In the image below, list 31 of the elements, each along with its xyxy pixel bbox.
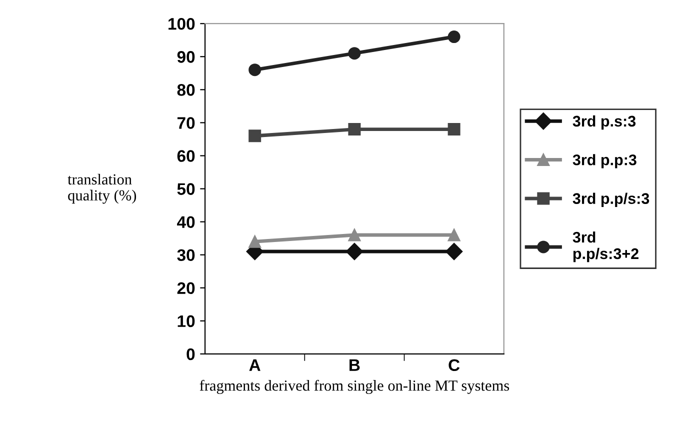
point — [348, 228, 361, 242]
y-tick-label: 10 — [178, 315, 195, 328]
y-tick-label: 100 — [168, 18, 195, 30]
y-tick-label: 0 — [186, 348, 195, 360]
point — [348, 47, 361, 60]
x-tick-label: B — [350, 359, 360, 371]
point — [446, 242, 463, 260]
point — [248, 130, 262, 142]
point — [248, 64, 262, 76]
y-tick-label: 70 — [177, 117, 195, 129]
legend-label: 3rd p.p/s:3+2 — [572, 231, 638, 262]
point — [448, 228, 460, 242]
point — [448, 30, 460, 44]
y-tick-label: 80 — [177, 84, 195, 96]
y-tick-label: 60 — [177, 150, 195, 162]
x-tick-label: A — [249, 359, 260, 371]
legend-label: 3rd p.p/s:3 — [572, 192, 650, 207]
point — [348, 123, 361, 136]
point — [346, 242, 363, 260]
y-axis-title: translation quality (%) — [68, 174, 136, 204]
y-tick-label: 50 — [177, 183, 195, 195]
point — [448, 123, 460, 136]
point — [248, 235, 262, 248]
y-tick-label: 90 — [177, 51, 195, 63]
legend-label: 3rd p.p:3 — [572, 154, 636, 168]
legend-label: 3rd p.s:3 — [572, 115, 636, 130]
y-tick-label: 20 — [177, 282, 195, 294]
y-tick-label: 30 — [177, 249, 195, 262]
x-tick-label: C — [448, 359, 460, 372]
y-tick-label: 40 — [177, 216, 195, 228]
x-axis-title: fragments derived from single on-line MT systems — [200, 380, 510, 394]
